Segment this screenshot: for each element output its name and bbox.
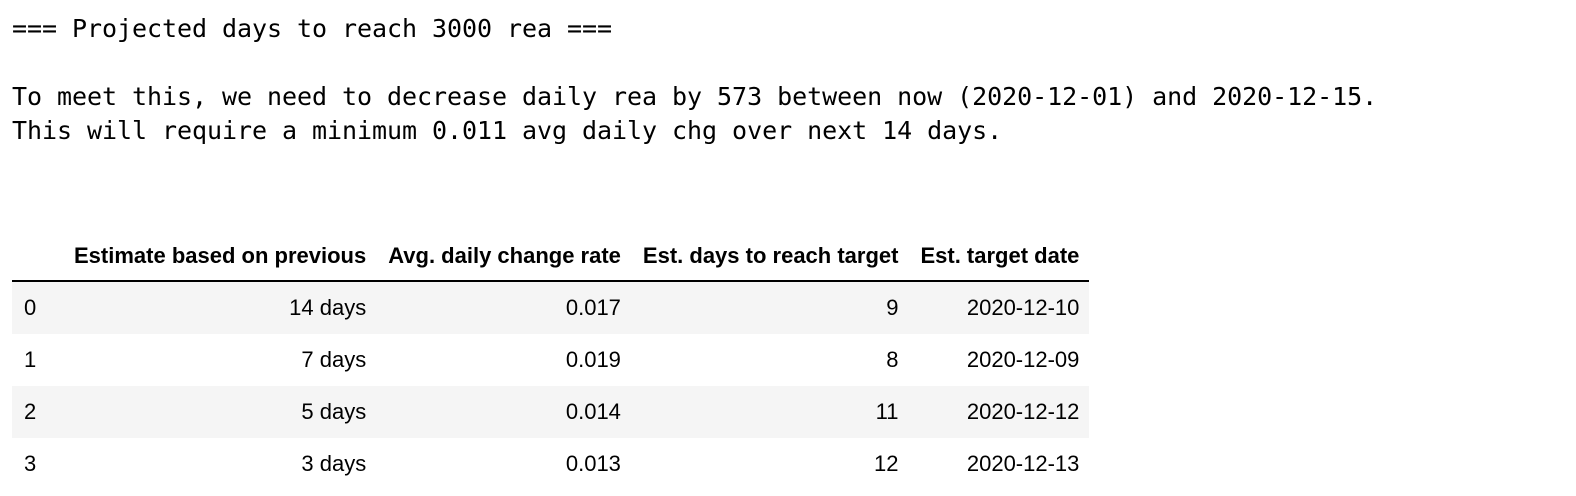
cell-est-days: 9	[886, 295, 899, 320]
blank-line	[12, 46, 1377, 80]
cell-estimate-basis: 7 days	[301, 347, 367, 372]
cell-avg-daily-change: 0.019	[565, 347, 621, 372]
table-row: 1 7 days 0.019 8 2020-12-09	[12, 334, 1090, 386]
requirement-line-1: To meet this, we need to decrease daily …	[12, 82, 1378, 111]
row-index: 1	[24, 347, 37, 372]
row-index: 0	[24, 295, 37, 320]
column-header-estimate-basis: Estimate based on previous	[62, 232, 377, 282]
cell-estimate-basis: 3 days	[301, 451, 367, 476]
cell-target-date: 2020-12-10	[966, 295, 1080, 320]
cell-estimate-basis: 5 days	[301, 399, 367, 424]
table-body: 0 14 days 0.017 9 2020-12-10 1 7 days 0.…	[12, 281, 1090, 490]
table-row: 0 14 days 0.017 9 2020-12-10	[12, 281, 1090, 334]
cell-avg-daily-change: 0.017	[565, 295, 621, 320]
projection-table: Estimate based on previous Avg. daily ch…	[12, 232, 1090, 490]
column-header-avg-daily-change: Avg. daily change rate	[376, 232, 631, 282]
cell-avg-daily-change: 0.013	[565, 451, 621, 476]
cell-estimate-basis: 14 days	[289, 295, 367, 320]
cell-est-days: 8	[886, 347, 899, 372]
cell-target-date: 2020-12-09	[966, 347, 1080, 372]
column-header-est-days: Est. days to reach target	[630, 232, 909, 282]
header-row: Estimate based on previous Avg. daily ch…	[12, 232, 1090, 282]
row-index: 2	[24, 399, 37, 424]
row-index: 3	[24, 451, 37, 476]
cell-target-date: 2020-12-13	[966, 451, 1080, 476]
cell-est-days: 11	[875, 399, 899, 424]
table-row: 3 3 days 0.013 12 2020-12-13	[12, 438, 1090, 490]
cell-est-days: 12	[873, 451, 899, 476]
dataframe-output: Estimate based on previous Avg. daily ch…	[12, 232, 1090, 490]
cell-target-date: 2020-12-12	[966, 399, 1080, 424]
stdout-output: === Projected days to reach 3000 rea ===…	[12, 12, 1377, 148]
column-header-target-date: Est. target date	[908, 232, 1090, 282]
projection-heading: === Projected days to reach 3000 rea ===	[12, 14, 613, 43]
table-row: 2 5 days 0.014 11 2020-12-12	[12, 386, 1090, 438]
table-header: Estimate based on previous Avg. daily ch…	[12, 232, 1090, 282]
index-header	[12, 232, 62, 282]
requirement-line-2: This will require a minimum 0.011 avg da…	[12, 116, 1003, 145]
cell-avg-daily-change: 0.014	[565, 399, 621, 424]
